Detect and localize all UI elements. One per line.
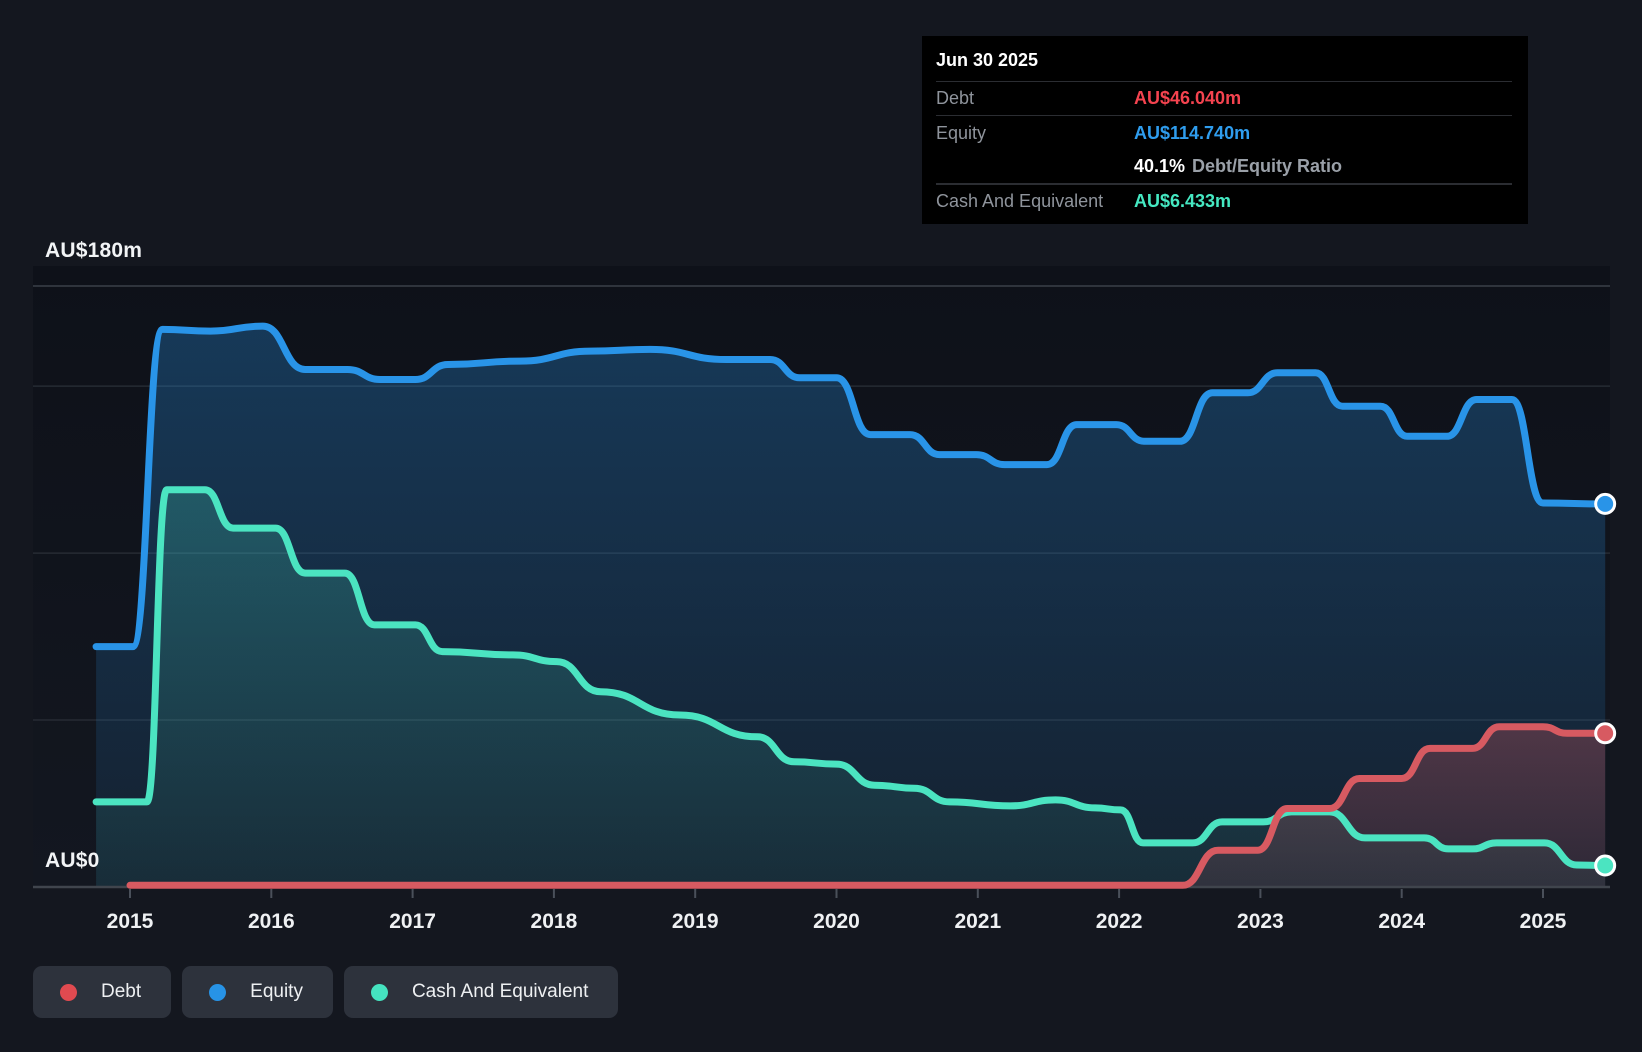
- legend-item-equity[interactable]: Equity: [182, 966, 333, 1018]
- equity-end-marker[interactable]: [1594, 492, 1617, 515]
- x-axis-label-2022: 2022: [1096, 910, 1143, 933]
- cash-line[interactable]: [92, 486, 1609, 869]
- tooltip-equity-value: AU$114.740m: [1134, 122, 1251, 143]
- tooltip-cash-label: Cash And Equivalent: [936, 191, 1104, 211]
- y-axis-label-zero: AU$0: [45, 849, 100, 872]
- equity-line[interactable]: [92, 322, 1609, 651]
- tooltip-row-equity: Equity AU$114.740m: [936, 116, 1512, 150]
- x-axis-label-2015: 2015: [107, 910, 154, 933]
- debt-line[interactable]: [126, 723, 1609, 889]
- legend-debt-label: Debt: [101, 981, 142, 1002]
- equity-dot-icon: [209, 983, 227, 1001]
- tooltip-date: Jun 30 2025: [936, 46, 1512, 82]
- x-axis-label-2021: 2021: [954, 910, 1001, 933]
- legend-item-cash[interactable]: Cash And Equivalent: [343, 966, 619, 1018]
- legend-item-debt[interactable]: Debt: [33, 966, 172, 1018]
- tooltip-row-cash: Cash And Equivalent AU$6.433m: [936, 184, 1512, 218]
- y-axis-label-max: AU$180m: [45, 239, 143, 262]
- tooltip-debt-value: AU$46.040m: [1134, 88, 1242, 108]
- tooltip-ratio-value: 40.1%: [1134, 156, 1186, 176]
- x-axis-label-2024: 2024: [1378, 910, 1425, 933]
- cash-area: [96, 489, 1606, 887]
- tooltip-equity-label: Equity: [936, 122, 987, 143]
- debt-end-marker[interactable]: [1594, 722, 1617, 745]
- tooltip-ratio-label: Debt/Equity Ratio: [1192, 156, 1343, 176]
- tooltip-cash-value: AU$6.433m: [1134, 191, 1232, 211]
- x-axis-label-2018: 2018: [531, 910, 578, 933]
- chart-tooltip: Jun 30 2025 Debt AU$46.040m Equity AU$11…: [922, 36, 1528, 224]
- x-axis-label-2017: 2017: [389, 910, 436, 933]
- tooltip-row-ratio: 40.1% Debt/Equity Ratio: [936, 150, 1512, 184]
- x-axis-label-2016: 2016: [248, 910, 295, 933]
- x-axis-label-2020: 2020: [813, 910, 860, 933]
- legend-cash-label: Cash And Equivalent: [411, 981, 589, 1002]
- tooltip-row-debt: Debt AU$46.040m: [936, 82, 1512, 116]
- legend-equity-label: Equity: [250, 981, 303, 1002]
- cash-end-marker[interactable]: [1594, 854, 1617, 877]
- chart-legend: Debt Equity Cash And Equivalent: [33, 966, 619, 1018]
- x-axis-label-2019: 2019: [672, 910, 719, 933]
- x-axis-label-2023: 2023: [1237, 910, 1284, 933]
- debt-dot-icon: [60, 983, 77, 1001]
- cash-dot-icon: [370, 983, 388, 1001]
- x-axis-label-2025: 2025: [1520, 910, 1567, 933]
- tooltip-debt-label: Debt: [936, 88, 975, 108]
- debt-area: [130, 726, 1606, 887]
